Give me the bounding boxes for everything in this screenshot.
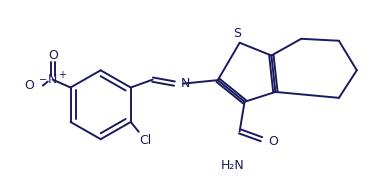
Text: S: S <box>233 27 241 40</box>
Text: N: N <box>180 77 190 90</box>
Text: O: O <box>48 48 58 62</box>
Text: H₂N: H₂N <box>221 159 245 172</box>
Text: N: N <box>48 73 58 86</box>
Text: O: O <box>269 135 278 148</box>
Text: Cl: Cl <box>139 134 152 147</box>
Text: −: − <box>39 75 47 85</box>
Text: +: + <box>58 70 66 80</box>
Text: O: O <box>24 79 34 92</box>
